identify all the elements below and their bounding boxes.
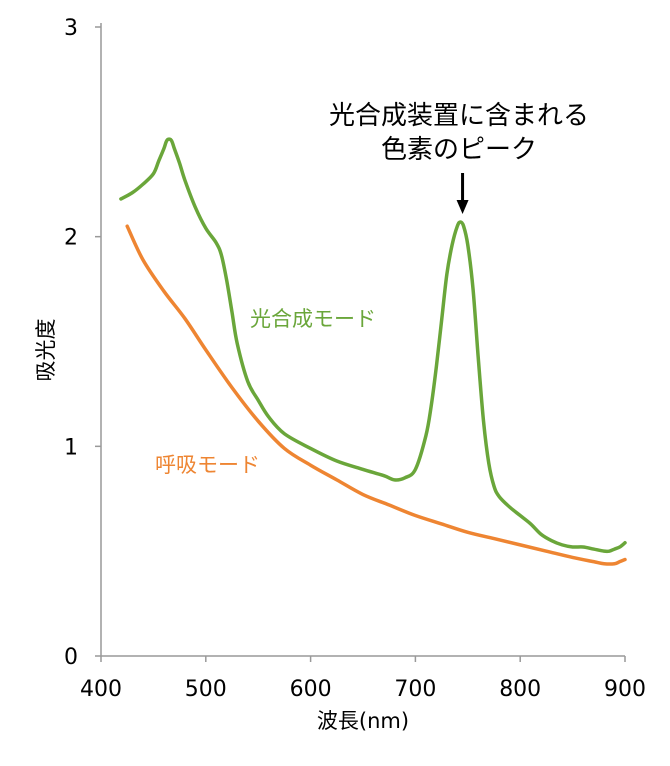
series-label-photosynthesis: 光合成モード — [250, 307, 376, 331]
y-tick-label: 0 — [64, 645, 78, 670]
x-tick-label: 600 — [290, 677, 332, 702]
annotation-arrow-head — [456, 200, 469, 214]
y-tick-label: 2 — [64, 226, 78, 251]
axes — [100, 23, 625, 657]
annotation-arrow — [456, 173, 469, 214]
ticks: 400 500 600 700 800 900 0 1 2 3 — [64, 16, 646, 702]
annotation-line-2: 色素のピーク — [381, 135, 537, 165]
x-tick-label: 800 — [499, 677, 541, 702]
series-line-photosynthesis — [119, 137, 627, 554]
x-axis-label: 波長(nm) — [317, 709, 409, 733]
x-tick-label: 700 — [394, 677, 436, 702]
x-tick-label: 900 — [604, 677, 646, 702]
x-tick-label: 500 — [185, 677, 227, 702]
annotation-line-1: 光合成装置に含まれる — [329, 101, 589, 131]
series-label-respiration: 呼吸モード — [155, 453, 260, 477]
y-axis-label: 吸光度 — [34, 319, 58, 382]
y-tick-label: 3 — [64, 16, 78, 41]
series-line-respiration — [125, 224, 627, 566]
series-layer — [119, 137, 627, 566]
y-tick-label: 1 — [64, 435, 78, 460]
x-tick-label: 400 — [80, 677, 122, 702]
